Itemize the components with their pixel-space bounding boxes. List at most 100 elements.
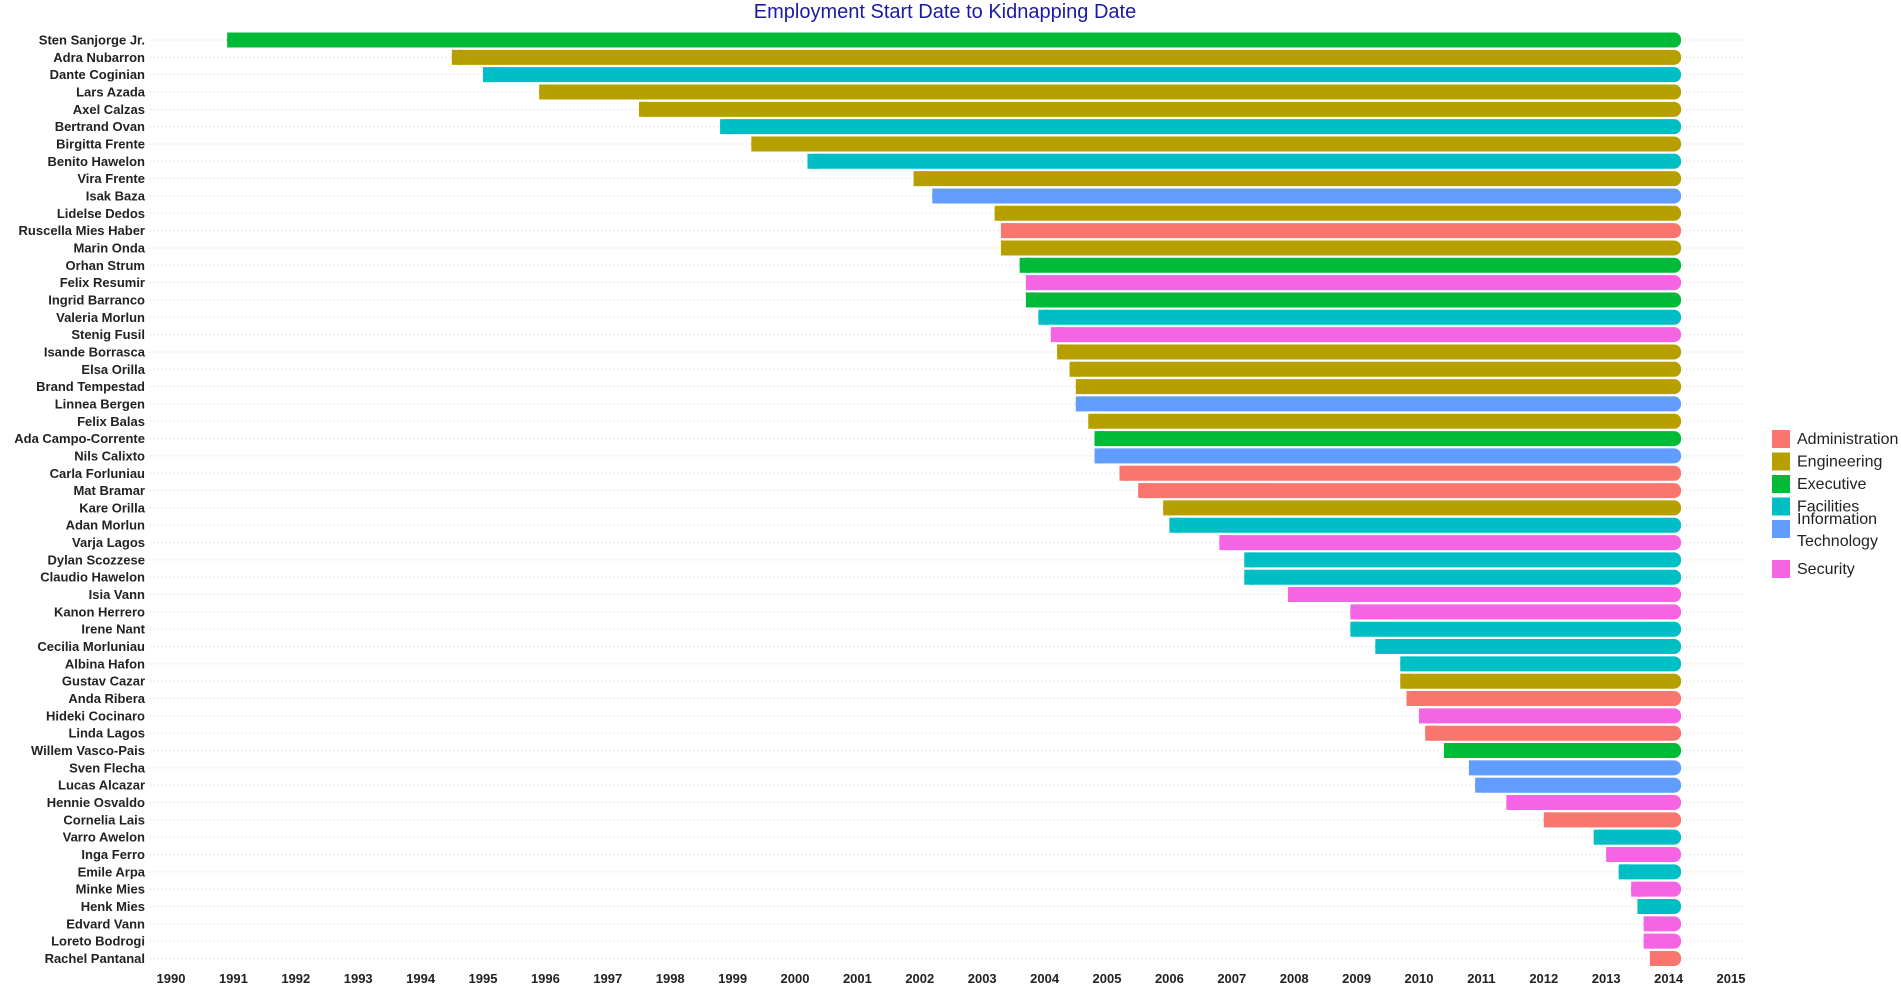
- bar-varro-awelon: [1593, 829, 1682, 845]
- employee-label: Linnea Bergen: [55, 396, 145, 411]
- bar-left-edge: [994, 205, 1005, 221]
- x-tick-label: 2009: [1342, 971, 1371, 986]
- bar-left-edge: [1038, 309, 1049, 325]
- employee-label: Kare Orilla: [79, 500, 146, 515]
- bar-left-edge: [639, 101, 649, 117]
- employee-label: Axel Calzas: [73, 102, 145, 117]
- legend-swatch-facilities: [1772, 497, 1790, 516]
- x-tick-label: 2007: [1217, 971, 1246, 986]
- employee-label: Isande Borrasca: [44, 344, 146, 359]
- bar-left-edge: [1443, 743, 1454, 759]
- bar-anda-ribera: [1406, 691, 1682, 707]
- x-tick-label: 2011: [1467, 971, 1495, 986]
- employee-label: Inga Ferro: [81, 847, 145, 862]
- legend-swatch-security: [1772, 560, 1790, 578]
- x-tick-label: 1999: [718, 971, 747, 986]
- employee-label: Ada Campo-Corrente: [14, 431, 145, 446]
- bar-cornelia-lais: [1543, 812, 1682, 828]
- bar-elsa-orilla: [1069, 361, 1682, 377]
- bar-left-edge: [1637, 899, 1648, 914]
- bar-orhan-strum: [1019, 257, 1682, 273]
- bar-left-edge: [1400, 673, 1411, 689]
- bar-left-edge: [1543, 812, 1554, 828]
- bar-left-edge: [1000, 223, 1011, 239]
- bar-left-edge: [1057, 344, 1068, 360]
- employee-label: Carla Forluniau: [50, 466, 145, 481]
- employee-label: Marin Onda: [73, 240, 145, 255]
- bar-left-edge: [1375, 639, 1386, 655]
- bar-left-edge: [1643, 933, 1654, 949]
- employee-label: Sten Sanjorge Jr.: [39, 33, 145, 48]
- bar-left-edge: [1649, 950, 1660, 966]
- legend-swatch-information-technology: [1772, 520, 1790, 538]
- bar-emile-arpa: [1618, 864, 1682, 880]
- x-tick-label: 2003: [968, 971, 997, 986]
- legend-swatch-engineering: [1772, 452, 1790, 471]
- employee-label: Varja Lagos: [72, 535, 145, 550]
- bar-adra-nubarron: [451, 49, 1682, 65]
- bar-sven-flecha: [1468, 760, 1682, 776]
- bar-benito-hawelon: [807, 153, 1682, 169]
- bar-left-edge: [1593, 829, 1604, 845]
- employee-label: Edvard Vann: [66, 916, 145, 931]
- bar-left-edge: [1425, 725, 1436, 741]
- bar-lucas-alcazar: [1475, 777, 1682, 793]
- bar-lars-azada: [539, 84, 1682, 100]
- x-tick-label: 2000: [781, 971, 810, 986]
- bar-adan-morlun: [1169, 517, 1682, 533]
- x-tick-label: 2013: [1592, 971, 1621, 986]
- bar-minke-mies: [1631, 881, 1682, 897]
- x-axis: 1990 1991 1992 1993 1994 1995 1996 1997 1998 1999…: [157, 971, 1746, 986]
- bar-left-edge: [1350, 621, 1361, 637]
- bar-linda-lagos: [1425, 725, 1682, 741]
- bar-isia-vann: [1287, 587, 1682, 603]
- bar-left-edge: [1468, 760, 1479, 776]
- employee-label: Benito Hawelon: [47, 154, 145, 169]
- bar-left-edge: [720, 119, 731, 135]
- bar-left-edge: [1475, 777, 1486, 793]
- bar-left-edge: [913, 171, 924, 187]
- legend-swatch-executive: [1772, 475, 1790, 493]
- employee-label: Albina Hafon: [65, 656, 145, 671]
- bar-hennie-osvaldo: [1506, 795, 1682, 811]
- bar-left-edge: [1094, 448, 1105, 464]
- x-tick-label: 2015: [1717, 971, 1746, 986]
- bar-left-edge: [1019, 257, 1030, 273]
- x-tick-label: 2012: [1529, 971, 1558, 986]
- legend-label-engineering: Engineering: [1797, 454, 1882, 471]
- bar-left-edge: [1050, 327, 1061, 343]
- employee-label: Ingrid Barranco: [48, 292, 145, 307]
- employee-label: Adra Nubarron: [53, 50, 145, 65]
- bar-left-edge: [451, 49, 462, 65]
- bar-left-edge: [1169, 517, 1180, 533]
- bar-varja-lagos: [1219, 535, 1682, 551]
- bar-carla-forluniau: [1119, 465, 1682, 481]
- x-tick-label: 2008: [1280, 971, 1309, 986]
- bar-left-edge: [539, 84, 550, 100]
- employee-label: Nils Calixto: [74, 448, 145, 463]
- employee-label: Henk Mies: [81, 899, 145, 914]
- bar-dante-coginian: [483, 67, 1682, 83]
- x-tick-label: 1992: [281, 971, 310, 986]
- legend-label-administration: Administration: [1797, 431, 1898, 448]
- employee-label: Orhan Strum: [66, 258, 145, 273]
- bar-stenig-fusil: [1050, 327, 1682, 343]
- bar-valeria-morlun: [1038, 309, 1682, 325]
- employee-label: Irene Nant: [81, 622, 145, 637]
- employee-label: Felix Resumir: [60, 275, 145, 290]
- legend: Administration Engineering Executive Facili…: [1772, 430, 1898, 578]
- x-tick-label: 2001: [843, 971, 872, 986]
- employee-label: Vira Frente: [77, 171, 145, 186]
- employee-label: Rachel Pantanal: [45, 951, 145, 966]
- x-tick-label: 1994: [406, 971, 436, 986]
- employee-label: Adan Morlun: [66, 518, 145, 533]
- employee-label: Hideki Cocinaro: [46, 708, 145, 723]
- bar-left-edge: [1618, 864, 1629, 880]
- bar-left-edge: [1025, 292, 1036, 308]
- bar-left-edge: [1400, 656, 1411, 672]
- bar-ada-campo-corrente: [1094, 431, 1682, 447]
- bar-axel-calzas: [639, 101, 1682, 117]
- chart-title: Employment Start Date to Kidnapping Date: [754, 1, 1136, 23]
- employee-label: Birgitta Frente: [56, 136, 145, 151]
